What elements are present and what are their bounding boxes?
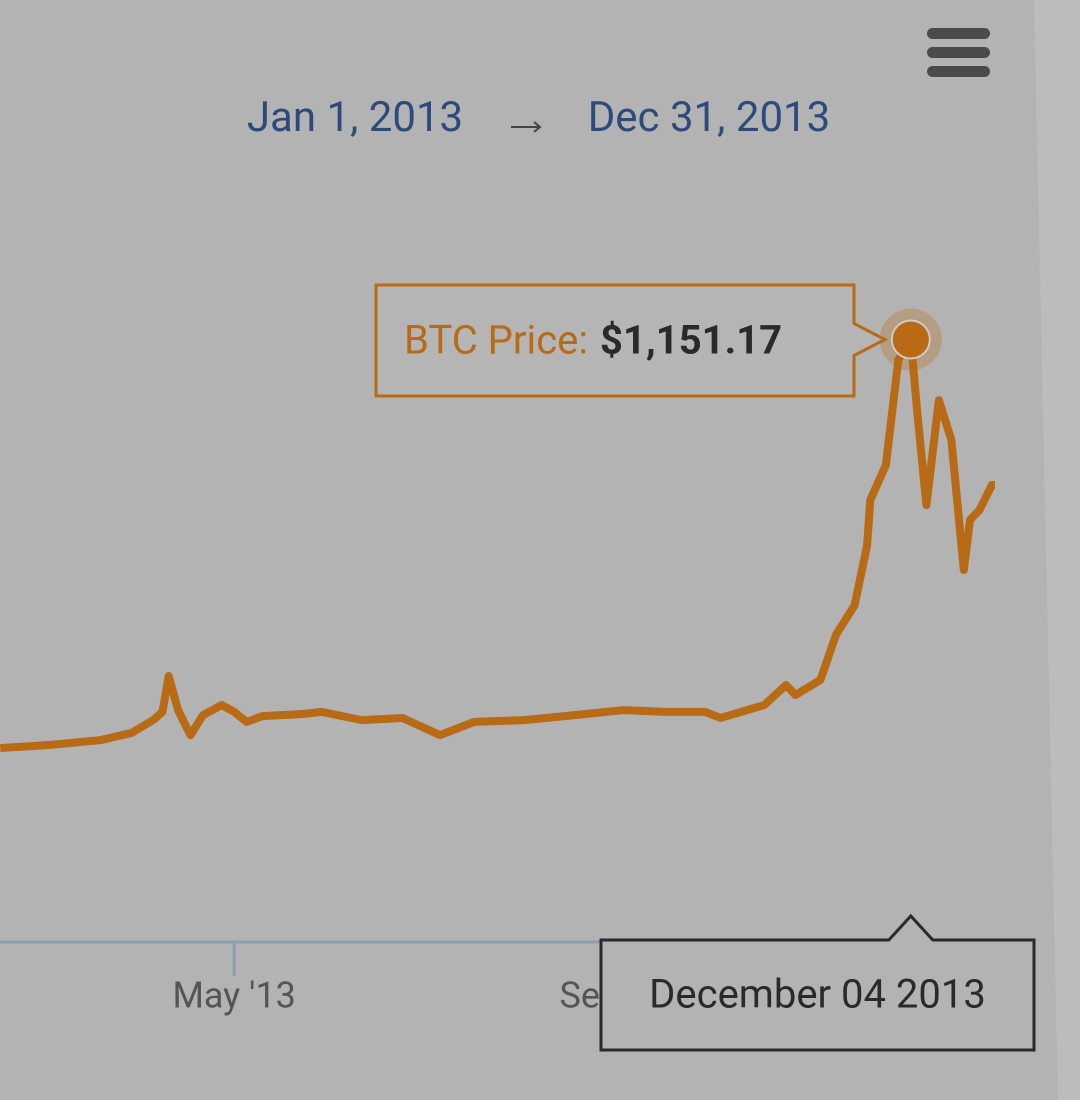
menu-bar bbox=[927, 66, 990, 77]
date-tooltip-box bbox=[599, 913, 1036, 1052]
tooltip-text: BTC Price: $1,151.17 bbox=[404, 316, 782, 363]
menu-bar bbox=[927, 47, 990, 58]
hover-point bbox=[890, 319, 931, 360]
menu-bar bbox=[927, 28, 990, 39]
tooltip-label: BTC Price: bbox=[404, 316, 588, 363]
x-tick-label: May '13 bbox=[172, 975, 295, 1017]
range-arrow bbox=[511, 121, 542, 133]
range-end[interactable]: Dec 31, 2013 bbox=[588, 93, 831, 142]
menu-button[interactable] bbox=[927, 28, 990, 77]
tooltip-value: $1,151.17 bbox=[600, 316, 782, 363]
range-start[interactable]: Jan 1, 2013 bbox=[247, 93, 463, 142]
side-strip bbox=[1034, 0, 1080, 1100]
tooltip-box bbox=[374, 283, 889, 398]
date-tooltip-text: December 04 2013 bbox=[649, 971, 986, 1018]
price-line bbox=[0, 335, 996, 753]
